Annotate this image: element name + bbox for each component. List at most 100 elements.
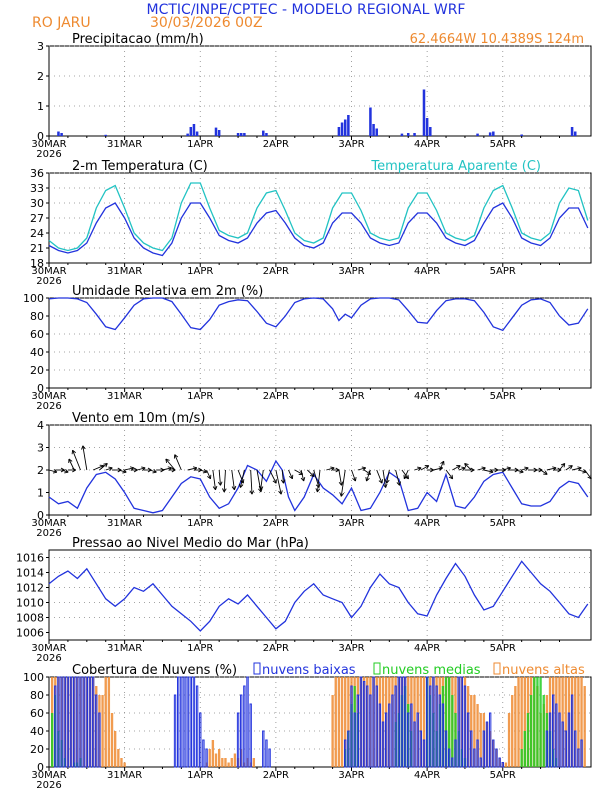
- cloud-bar-high: [57, 677, 60, 767]
- cloud-bar-low: [359, 676, 363, 768]
- wind-vector-head: [560, 462, 566, 468]
- x-tick-label: 1APR: [187, 518, 213, 529]
- wind-vector: [386, 469, 390, 484]
- wind-vector-head: [330, 466, 335, 471]
- cloud-bar-low: [173, 694, 177, 768]
- cloud-bar-low: [372, 676, 375, 768]
- cloud-bar-high: [369, 677, 372, 767]
- x-tick-label: 4APR: [414, 391, 440, 402]
- panel-title-right: Temperatura Aparente (C): [370, 159, 541, 174]
- precip-bar: [214, 127, 218, 136]
- cloud-bar-high: [507, 713, 511, 767]
- wind-vector: [521, 467, 529, 471]
- wind-vector: [546, 467, 557, 471]
- wind-vector: [231, 469, 235, 490]
- precip-bar: [265, 133, 268, 136]
- x-tick-label: 3APR: [338, 770, 364, 781]
- cloud-bar-low: [441, 703, 445, 768]
- wind-vector: [223, 469, 226, 493]
- cloud-bar-high: [583, 686, 586, 767]
- cloud-bar-high: [79, 677, 82, 767]
- wind-vector: [260, 469, 264, 490]
- x-tick-label: 4APR: [414, 770, 440, 781]
- precip-bar: [573, 131, 577, 136]
- cloud-bar-low: [195, 685, 199, 768]
- cloud-bar-high: [485, 722, 489, 767]
- cloud-bar-high: [517, 677, 520, 767]
- panel-title: Umidade Relativa em 2m (%): [72, 284, 263, 299]
- cloud-bar-mid: [548, 731, 552, 767]
- cloud-bar-low: [451, 757, 454, 768]
- wind-vector: [92, 465, 104, 471]
- cloud-bar-low: [498, 757, 501, 768]
- cloud-bar-low: [57, 676, 60, 768]
- wind-vector-head: [587, 474, 592, 480]
- wind-vector: [105, 467, 113, 471]
- cloud-bar-mid: [533, 677, 536, 767]
- cloud-bar-high: [205, 762, 208, 767]
- cloud-bar-low: [362, 681, 366, 768]
- x-tick-label: 4APR: [414, 643, 440, 654]
- cloud-bar-high: [60, 677, 63, 767]
- cloud-bar-mid: [545, 713, 549, 767]
- y-tick-label: 0: [37, 509, 44, 522]
- cloud-bar-high: [504, 762, 508, 767]
- cloud-bar-high: [217, 749, 221, 767]
- panel-frame: [48, 549, 592, 641]
- cloud-bar-low: [350, 685, 353, 768]
- x-tick-label: 30MAR: [31, 643, 66, 654]
- cloud-bar-low: [394, 685, 397, 768]
- cloud-bar-low: [488, 712, 492, 768]
- wind-vector: [445, 469, 454, 480]
- legend-label: nuvens altas: [502, 663, 585, 678]
- wind-vector-head: [315, 483, 321, 488]
- cloud-bar-low: [425, 676, 429, 768]
- cloud-bar-high: [236, 758, 240, 767]
- x-tick-label: 5APR: [490, 139, 516, 150]
- x-tick-label: 2APR: [263, 518, 289, 529]
- wind-vector-head: [464, 462, 469, 468]
- cloud-bar-low: [189, 676, 192, 768]
- precip-bar: [192, 124, 196, 136]
- cloud-bar-high: [123, 762, 126, 767]
- wind-vector: [464, 463, 472, 471]
- wind-vector-head: [103, 462, 108, 468]
- wind-vector-head: [461, 466, 466, 472]
- cloud-bar-low: [448, 748, 451, 768]
- precip-bar: [492, 131, 495, 136]
- wind-vector-head: [288, 474, 294, 480]
- x-tick-label: 1APR: [187, 643, 213, 654]
- cloud-bar-low: [205, 748, 208, 768]
- precip-bar: [400, 133, 404, 136]
- cloud-bar-low: [391, 694, 394, 768]
- cloud-bar-low: [366, 685, 369, 768]
- wind-vector-head: [440, 460, 445, 466]
- wind-vector: [165, 458, 176, 471]
- wind-vector: [149, 469, 157, 473]
- wind-vector-head: [506, 466, 512, 471]
- run-datetime: 30/03/2026 00Z: [150, 15, 263, 31]
- cloud-bar-high: [69, 677, 73, 767]
- cloud-bar-low: [356, 694, 359, 768]
- cloud-bar-high: [120, 758, 123, 767]
- cloud-bar-high: [98, 695, 101, 767]
- cloud-bar-low: [73, 676, 76, 768]
- cloud-bar-low: [482, 730, 486, 768]
- wind-vector-head: [378, 479, 383, 484]
- wind-vector: [477, 467, 486, 471]
- cloud-bar-high: [564, 677, 567, 767]
- cloud-bar-high: [101, 695, 104, 767]
- wind-vector: [363, 469, 371, 475]
- cloud-bar-low: [470, 730, 473, 768]
- cloud-bar-mid: [425, 677, 429, 767]
- x-tick-label: 31MAR: [107, 266, 142, 277]
- wind-vector: [288, 469, 293, 479]
- cloud-bar-low: [88, 676, 92, 768]
- wind-vector-head: [481, 466, 486, 471]
- x-tick-label: 31MAR: [107, 643, 142, 654]
- y-tick-label: 24: [30, 227, 44, 240]
- cloud-bar-low: [236, 712, 240, 768]
- cloud-bar-low: [192, 676, 196, 768]
- y-tick-label: 60: [30, 707, 44, 720]
